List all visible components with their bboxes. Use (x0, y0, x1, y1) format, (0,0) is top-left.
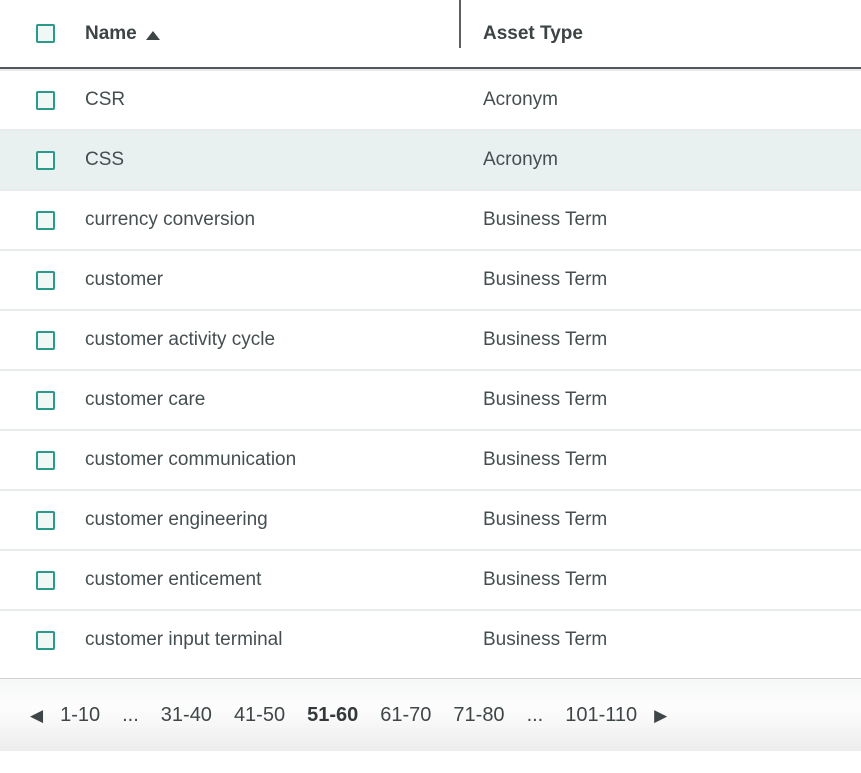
column-header-name[interactable]: Name (85, 23, 460, 45)
row-checkbox[interactable] (36, 390, 55, 410)
table-row[interactable]: CSS Acronym (0, 129, 861, 189)
page-range-current[interactable]: 51-60 (307, 703, 359, 726)
row-checkbox[interactable] (36, 450, 55, 470)
asset-type: Business Term (483, 269, 608, 290)
table-row[interactable]: customer engineering Business Term (0, 489, 861, 549)
table-row[interactable]: customer input terminal Business Term (0, 609, 861, 669)
row-checkbox[interactable] (36, 210, 55, 230)
table-row[interactable]: CSR Acronym (0, 69, 861, 129)
page-range-link[interactable]: 61-70 (380, 703, 432, 726)
page-range-link[interactable]: 41-50 (233, 703, 286, 726)
asset-type: Acronym (483, 89, 558, 110)
previous-page-icon[interactable]: ◀ (30, 705, 44, 725)
row-checkbox[interactable] (36, 90, 55, 110)
table-row[interactable]: customer activity cycle Business Term (0, 309, 861, 369)
row-checkbox[interactable] (36, 630, 55, 650)
page-range-link[interactable]: 31-40 (160, 703, 212, 726)
row-checkbox[interactable] (36, 150, 55, 170)
page-range-link[interactable]: 71-80 (453, 703, 505, 726)
asset-type: Business Term (483, 569, 608, 590)
table-row[interactable]: customer communication Business Term (0, 429, 861, 489)
asset-type: Business Term (483, 629, 608, 650)
pagination-bar: ◀ 1-10 ... 31-40 41-50 51-60 61-70 71-80… (0, 678, 861, 751)
page-range-link[interactable]: 1-10 (60, 703, 101, 726)
asset-type: Acronym (483, 149, 558, 170)
asset-table: Name Asset Type CSR Acronym CSS Acronym … (0, 0, 861, 751)
row-checkbox[interactable] (36, 330, 55, 350)
sort-ascending-icon (145, 30, 160, 40)
table-header-row: Name Asset Type (0, 0, 861, 69)
row-checkbox[interactable] (36, 270, 55, 290)
asset-type: Business Term (483, 449, 608, 470)
column-header-asset-type[interactable]: Asset Type (459, 0, 861, 48)
table-row[interactable]: currency conversion Business Term (0, 189, 861, 249)
asset-name[interactable]: currency conversion (85, 209, 256, 230)
page-ellipsis[interactable]: ... (526, 703, 544, 726)
asset-name[interactable]: CSS (85, 149, 125, 170)
pager-spacer (0, 669, 861, 678)
page-ellipsis[interactable]: ... (122, 703, 139, 726)
asset-type: Business Term (483, 209, 608, 230)
row-checkbox[interactable] (36, 570, 55, 590)
table-row[interactable]: customer care Business Term (0, 369, 861, 429)
next-page-icon[interactable]: ▶ (654, 705, 668, 725)
asset-type: Business Term (483, 509, 608, 530)
select-all-checkbox[interactable] (36, 24, 55, 43)
column-header-asset-type-label: Asset Type (483, 22, 583, 44)
asset-name[interactable]: customer activity cycle (85, 329, 276, 350)
table-row[interactable]: customer Business Term (0, 249, 861, 309)
asset-name[interactable]: CSR (85, 89, 126, 110)
page-range-link[interactable]: 101-110 (565, 703, 638, 726)
column-header-name-label: Name (85, 22, 137, 44)
asset-name[interactable]: customer input terminal (85, 629, 283, 650)
asset-type: Business Term (483, 329, 608, 350)
asset-name[interactable]: customer (85, 269, 164, 290)
table-row[interactable]: customer enticement Business Term (0, 549, 861, 609)
row-checkbox[interactable] (36, 510, 55, 530)
asset-name[interactable]: customer enticement (85, 569, 262, 590)
asset-name[interactable]: customer communication (85, 449, 297, 470)
asset-type: Business Term (483, 389, 608, 410)
asset-name[interactable]: customer engineering (85, 509, 268, 530)
asset-name[interactable]: customer care (85, 389, 206, 410)
